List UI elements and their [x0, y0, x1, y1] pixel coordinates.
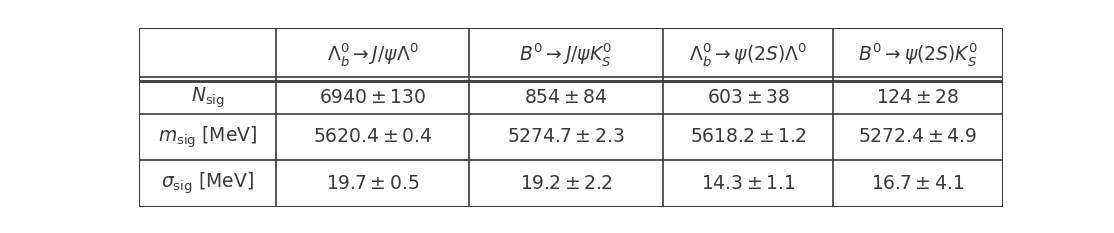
Text: $19.7 \pm 0.5$: $19.7 \pm 0.5$ [325, 174, 419, 193]
Text: $124 \pm 28$: $124 \pm 28$ [877, 88, 959, 107]
Text: $19.2 \pm 2.2$: $19.2 \pm 2.2$ [520, 174, 613, 193]
Text: $B^0 \rightarrow J/\psi K_S^0$: $B^0 \rightarrow J/\psi K_S^0$ [519, 41, 613, 68]
Text: $603 \pm 38$: $603 \pm 38$ [706, 88, 790, 107]
Text: $6940 \pm 130$: $6940 \pm 130$ [319, 88, 426, 107]
Text: $B^0 \rightarrow \psi(2S) K_S^0$: $B^0 \rightarrow \psi(2S) K_S^0$ [858, 41, 978, 68]
Text: $16.7 \pm 4.1$: $16.7 \pm 4.1$ [871, 174, 965, 193]
Text: $5272.4 \pm 4.9$: $5272.4 \pm 4.9$ [859, 127, 977, 147]
Text: $N_{\rm sig}$: $N_{\rm sig}$ [190, 85, 224, 110]
Text: $854 \pm 84$: $854 \pm 84$ [525, 88, 608, 107]
Text: $5620.4 \pm 0.4$: $5620.4 \pm 0.4$ [313, 127, 432, 147]
Text: $5274.7 \pm 2.3$: $5274.7 \pm 2.3$ [508, 127, 625, 147]
Text: $14.3 \pm 1.1$: $14.3 \pm 1.1$ [701, 174, 795, 193]
Text: $m_{\rm sig}$ [MeV]: $m_{\rm sig}$ [MeV] [158, 124, 257, 150]
Text: $5618.2 \pm 1.2$: $5618.2 \pm 1.2$ [690, 127, 807, 147]
Text: $\Lambda_b^0 \rightarrow \psi(2S)\Lambda^0$: $\Lambda_b^0 \rightarrow \psi(2S)\Lambda… [690, 41, 808, 68]
Text: $\Lambda_b^0 \rightarrow J/\psi\Lambda^0$: $\Lambda_b^0 \rightarrow J/\psi\Lambda^0… [326, 41, 418, 68]
Text: $\sigma_{\rm sig}$ [MeV]: $\sigma_{\rm sig}$ [MeV] [162, 171, 254, 196]
